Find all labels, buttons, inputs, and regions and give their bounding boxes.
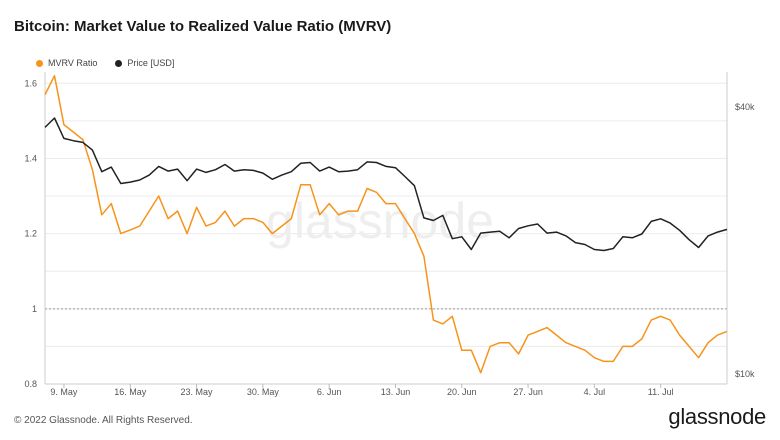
y-tick-label: 1 [32,304,37,314]
legend-item-price[interactable]: Price [USD] [115,58,174,68]
y-tick-label: 1.2 [24,229,37,239]
legend-label-mvrv: MVRV Ratio [48,58,98,68]
x-tick-label: 27. Jun [513,387,543,397]
x-tick-label: 23. May [181,387,214,397]
legend: MVRV Ratio Price [USD] [36,58,174,68]
copyright: © 2022 Glassnode. All Rights Reserved. [14,415,193,426]
plot-area [45,72,727,384]
axes: 0.8 1 1.2 1.4 1.6 9. May 16. May 23. May 30. May… [24,72,755,397]
x-tick-label: 16. May [114,387,147,397]
chart-title: Bitcoin: Market Value to Realized Value … [14,18,392,35]
series-lines [44,75,728,374]
y-tick-label: 1.6 [24,78,37,88]
legend-dot-price [115,59,123,67]
legend-dot-mvrv [36,59,43,67]
x-tick-label: 20. Jun [447,387,477,397]
x-tick-label: 13. Jun [381,387,411,397]
y-tick-label: 0.8 [24,379,37,389]
brand-logo: glassnode [668,404,766,429]
legend-label-price: Price [USD] [127,58,175,68]
watermark: glassnode [266,193,494,249]
y-right-tick-label: $10k [735,369,755,379]
x-tick-label: 9. May [50,387,78,397]
price-line [44,117,728,252]
y-tick-label: 1.4 [24,153,37,163]
x-tick-label: 30. May [247,387,280,397]
legend-item-mvrv[interactable]: MVRV Ratio [36,58,97,68]
x-tick-label: 4. Jul [584,387,606,397]
y-right-tick-label: $40k [735,102,755,112]
mvrv-ratio-line [44,75,728,374]
x-tick-label: 11. Jul [648,387,674,397]
x-tick-label: 6. Jun [317,387,342,397]
